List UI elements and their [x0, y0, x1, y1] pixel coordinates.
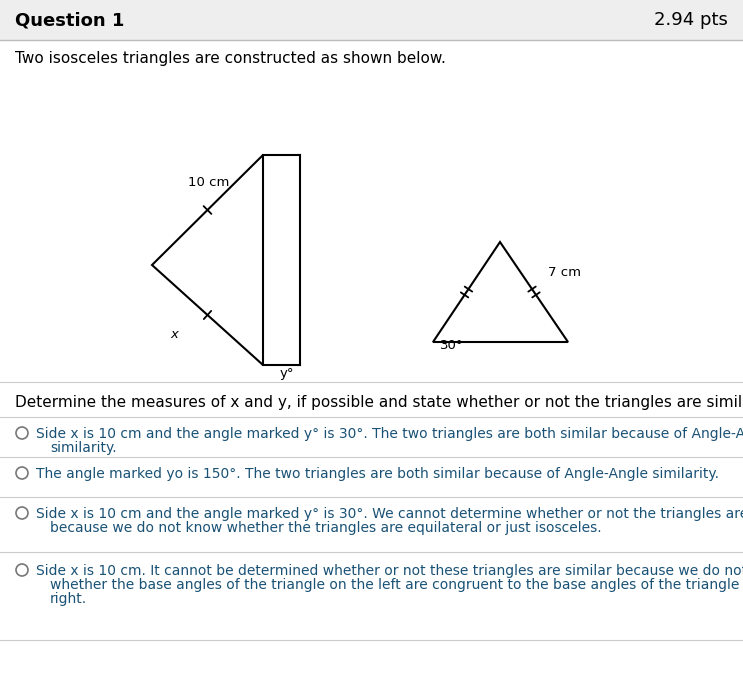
Text: 30°: 30° — [440, 339, 464, 352]
Text: The angle marked yo is 150°. The two triangles are both similar because of Angle: The angle marked yo is 150°. The two tri… — [36, 467, 719, 481]
Text: Question 1: Question 1 — [15, 11, 124, 29]
Text: 2.94 pts: 2.94 pts — [654, 11, 728, 29]
Text: Determine the measures of x and y, if possible and state whether or not the tria: Determine the measures of x and y, if po… — [15, 395, 743, 410]
Text: Side x is 10 cm and the angle marked y° is 30°. We cannot determine whether or n: Side x is 10 cm and the angle marked y° … — [36, 507, 743, 521]
Text: y°: y° — [280, 367, 294, 380]
Text: x: x — [170, 329, 178, 341]
Text: Side x is 10 cm and the angle marked y° is 30°. The two triangles are both simil: Side x is 10 cm and the angle marked y° … — [36, 427, 743, 441]
FancyBboxPatch shape — [0, 0, 743, 40]
Text: Two isosceles triangles are constructed as shown below.: Two isosceles triangles are constructed … — [15, 51, 446, 65]
Text: 7 cm: 7 cm — [548, 266, 581, 279]
Text: whether the base angles of the triangle on the left are congruent to the base an: whether the base angles of the triangle … — [50, 578, 743, 592]
Text: because we do not know whether the triangles are equilateral or just isosceles.: because we do not know whether the trian… — [50, 521, 602, 535]
Text: right.: right. — [50, 592, 87, 606]
Text: similarity.: similarity. — [50, 441, 117, 455]
Text: 10 cm: 10 cm — [188, 177, 230, 190]
Text: Side x is 10 cm. It cannot be determined whether or not these triangles are simi: Side x is 10 cm. It cannot be determined… — [36, 564, 743, 578]
